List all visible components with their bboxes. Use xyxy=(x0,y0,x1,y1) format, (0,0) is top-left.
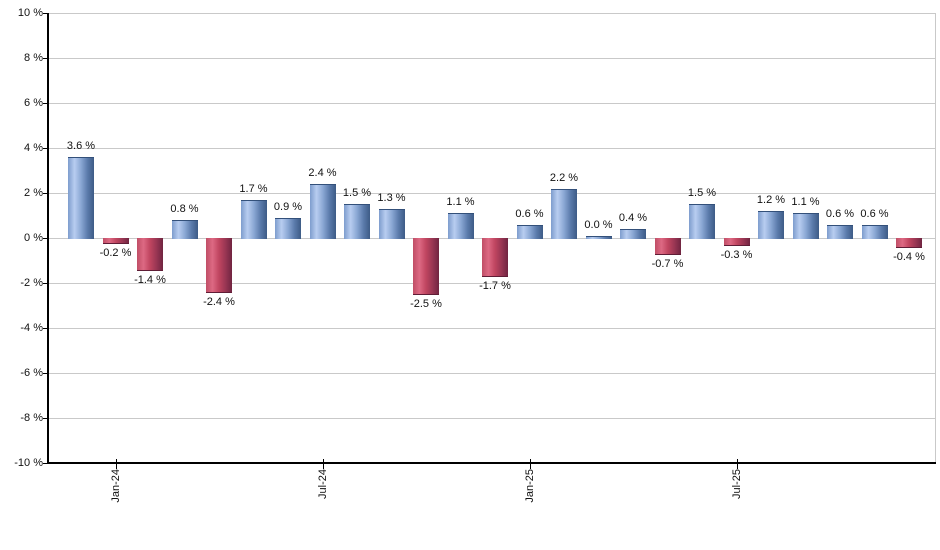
y-tick-mark xyxy=(43,13,47,14)
bar-Oct-25 xyxy=(827,224,853,239)
grid-line xyxy=(48,13,935,14)
x-axis-line xyxy=(47,462,936,464)
bar-value-label: 0.6 % xyxy=(515,207,544,220)
bar-value-label: 1.5 % xyxy=(687,187,717,200)
bar-Nov-24 xyxy=(447,213,474,239)
bar-Apr-24 xyxy=(206,238,232,293)
y-axis-tick-label: -8 % xyxy=(20,412,43,424)
grid-line xyxy=(48,373,935,374)
y-tick-mark xyxy=(43,103,47,104)
grid-line xyxy=(48,283,935,284)
x-axis-tick-label: Jan-24 xyxy=(109,469,122,503)
bar-Aug-24 xyxy=(344,204,370,239)
y-tick-mark xyxy=(43,373,47,374)
bar-value-label: -0.3 % xyxy=(720,248,753,261)
grid-line xyxy=(48,58,935,59)
y-tick-mark xyxy=(43,148,47,149)
y-tick-mark xyxy=(43,418,47,419)
grid-line xyxy=(48,193,935,194)
y-axis-tick-label: -6 % xyxy=(20,367,43,379)
x-tick-mark xyxy=(322,459,324,469)
bar-Jul-25 xyxy=(723,238,750,246)
bar-Nov-25 xyxy=(861,224,888,239)
bar-May-25 xyxy=(654,238,681,255)
grid-line xyxy=(48,328,935,329)
y-axis-tick-label: -10 % xyxy=(14,457,43,469)
bar-Oct-24 xyxy=(413,238,439,296)
y-tick-mark xyxy=(43,58,47,59)
bar-Jun-24 xyxy=(275,217,301,239)
bar-value-label: 1.1 % xyxy=(791,196,820,209)
bar-value-label: -2.5 % xyxy=(410,298,442,311)
bar-value-label: 2.2 % xyxy=(549,171,579,184)
bar-Mar-24 xyxy=(171,220,198,239)
x-axis-tick-label: Jan-25 xyxy=(523,469,536,503)
bar-value-label: 1.5 % xyxy=(342,187,372,200)
grid-line xyxy=(48,103,935,104)
bar-Apr-25 xyxy=(620,229,646,239)
y-tick-mark xyxy=(43,238,47,239)
y-axis-tick-label: 6 % xyxy=(24,97,43,109)
bar-Sep-24 xyxy=(378,208,405,239)
bar-value-label: 3.6 % xyxy=(66,140,96,152)
bar-Dec-23 xyxy=(68,157,94,239)
bar-value-label: 0.9 % xyxy=(273,200,303,213)
y-tick-mark xyxy=(43,328,47,329)
bar-value-label: -0.2 % xyxy=(99,246,132,259)
bar-Jan-25 xyxy=(516,224,543,239)
bar-value-label: 2.4 % xyxy=(308,167,337,179)
y-tick-mark xyxy=(43,283,47,284)
bar-Dec-24 xyxy=(482,238,508,278)
bar-Sep-25 xyxy=(792,213,819,239)
bar-value-label: 0.4 % xyxy=(618,212,648,224)
bar-value-label: -2.4 % xyxy=(203,296,235,308)
grid-line xyxy=(48,418,935,419)
x-axis-tick-label: Jul-25 xyxy=(730,469,743,499)
grid-line xyxy=(48,148,935,149)
bar-value-label: 0.8 % xyxy=(170,203,199,215)
bar-Mar-25 xyxy=(585,236,612,239)
plot-right-border xyxy=(935,13,936,463)
bar-Dec-25 xyxy=(896,238,922,248)
bar-Jan-24 xyxy=(102,238,129,244)
y-axis-tick-label: 2 % xyxy=(24,187,43,199)
bar-value-label: 0.0 % xyxy=(584,219,613,231)
x-tick-mark xyxy=(115,459,117,469)
bar-value-label: 0.6 % xyxy=(825,207,855,220)
bar-Jul-24 xyxy=(309,184,336,239)
bar-May-24 xyxy=(240,199,267,239)
bar-Aug-25 xyxy=(758,211,784,239)
y-axis-tick-label: 4 % xyxy=(24,142,43,154)
y-axis-line xyxy=(47,13,49,464)
x-axis-tick-label: Jul-24 xyxy=(316,469,329,499)
bar-value-label: 1.1 % xyxy=(446,196,475,209)
y-tick-mark xyxy=(43,463,47,464)
bar-Feb-24 xyxy=(137,238,163,271)
bar-value-label: 1.7 % xyxy=(239,182,268,195)
x-tick-mark xyxy=(736,459,738,469)
bar-value-label: 1.2 % xyxy=(756,194,786,206)
bar-Feb-25 xyxy=(551,188,577,239)
bar-value-label: -1.7 % xyxy=(479,280,511,293)
bar-value-label: -0.7 % xyxy=(651,257,684,270)
bar-value-label: 1.3 % xyxy=(377,191,406,204)
y-axis-tick-label: 0 % xyxy=(24,232,43,244)
y-axis-tick-label: 8 % xyxy=(24,52,43,64)
y-tick-mark xyxy=(43,193,47,194)
y-axis-tick-label: 10 % xyxy=(17,7,43,19)
bar-Jun-25 xyxy=(689,204,715,239)
y-axis-tick-label: -4 % xyxy=(20,322,43,334)
bar-value-label: -1.4 % xyxy=(134,273,166,286)
y-axis-tick-label: -2 % xyxy=(20,277,43,289)
bar-value-label: -0.4 % xyxy=(893,251,925,263)
bar-value-label: 0.6 % xyxy=(860,207,889,220)
x-tick-mark xyxy=(529,459,531,469)
